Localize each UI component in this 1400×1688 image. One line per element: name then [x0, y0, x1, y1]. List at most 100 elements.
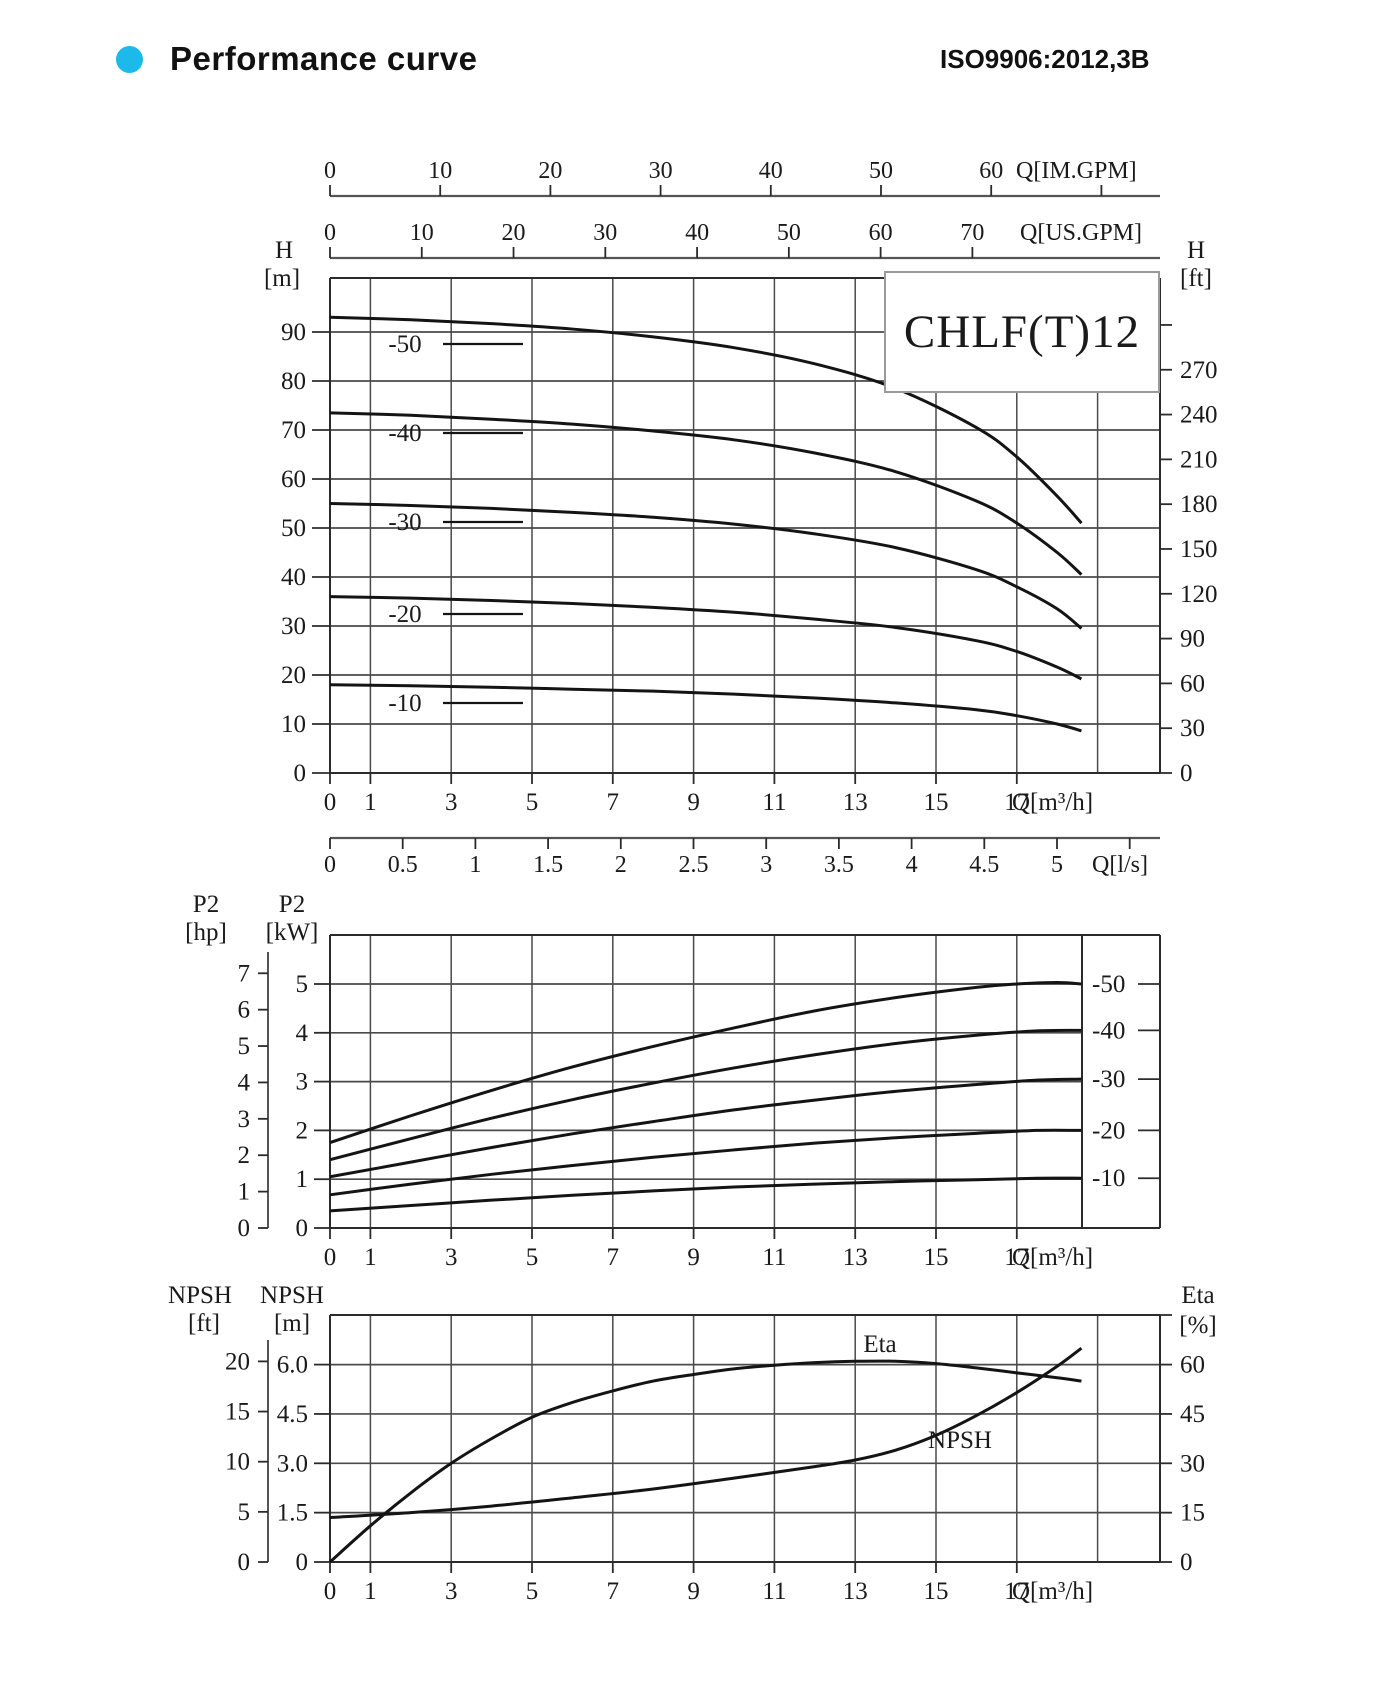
curve--50	[329, 315, 1083, 525]
tick-label: 0	[294, 760, 307, 787]
curve--10	[329, 1176, 1082, 1213]
tick-label: 4.5	[277, 1401, 308, 1428]
tick-label: 9	[687, 789, 700, 816]
tick-label: 0	[238, 1549, 251, 1576]
tick-label: 210	[1180, 446, 1218, 473]
tick-label: 4.5	[969, 852, 999, 878]
tick-label: 4	[906, 852, 918, 878]
curve--30	[329, 502, 1083, 630]
tick-label: 150	[1180, 536, 1218, 563]
tick-label: 0	[324, 158, 336, 184]
tick-label: 5	[238, 1499, 251, 1526]
y-axis-label: P2	[193, 891, 219, 918]
y-axis-unit: [m]	[264, 265, 300, 292]
curve-label-npsh: NPSH	[928, 1427, 992, 1454]
tick-label: 60	[1180, 1352, 1205, 1379]
curve--10	[329, 683, 1082, 733]
tick-label: 6	[238, 997, 251, 1024]
y-axis-unit: [%]	[1179, 1312, 1216, 1339]
tick-label: 30	[593, 220, 617, 246]
tick-label: 5	[238, 1033, 251, 1060]
tick-label: 9	[687, 1578, 700, 1605]
tick-label: 180	[1180, 491, 1218, 518]
tick-label: 3	[445, 789, 458, 816]
curve--40	[329, 1028, 1082, 1162]
tick-label: 3	[445, 1578, 458, 1605]
tick-label: 90	[281, 319, 306, 346]
curve--30	[329, 1077, 1082, 1179]
tick-label: 1.5	[533, 852, 563, 878]
curve-label: -30	[388, 509, 421, 536]
tick-label: 240	[1180, 402, 1218, 429]
tick-label: 5	[1051, 852, 1063, 878]
tick-label: 7	[607, 1578, 620, 1605]
curve-eta	[328, 1359, 1082, 1564]
tick-label: 60	[979, 158, 1003, 184]
axis-title: Q[IM.GPM]	[1016, 158, 1137, 184]
curve-right-label: -40	[1092, 1017, 1125, 1044]
tick-label: 4	[238, 1069, 251, 1096]
curve-label: -40	[388, 420, 421, 447]
tick-label: 90	[1180, 626, 1205, 653]
tick-label: 3.5	[824, 852, 854, 878]
y-axis-unit: [ft]	[1180, 265, 1212, 292]
tick-label: 0	[1180, 760, 1193, 787]
curve-right-label: -50	[1092, 971, 1125, 998]
tick-label: 10	[225, 1449, 250, 1476]
tick-label: 10	[281, 711, 306, 738]
y-axis-label: P2	[279, 891, 305, 918]
tick-label: 0	[324, 220, 336, 246]
bullet-icon	[116, 46, 143, 73]
tick-label: 30	[1180, 715, 1205, 742]
tick-label: 80	[281, 368, 306, 395]
tick-label: 9	[687, 1244, 700, 1271]
tick-label: 270	[1180, 357, 1218, 384]
tick-label: 20	[225, 1348, 250, 1375]
tick-label: 2	[296, 1117, 309, 1144]
tick-label: 15	[924, 1578, 949, 1605]
x-axis-title: Q[m³/h]	[1012, 1578, 1093, 1605]
tick-label: 17	[1004, 1244, 1029, 1271]
tick-label: 60	[1180, 670, 1205, 697]
curve--20	[329, 595, 1083, 681]
tick-label: 50	[281, 515, 306, 542]
tick-label: 0	[324, 1244, 337, 1271]
tick-label: 70	[281, 417, 306, 444]
curve-right-label: -20	[1092, 1117, 1125, 1144]
tick-label: 5	[296, 971, 309, 998]
pump-model-badge: CHLF(T)12	[884, 271, 1160, 393]
tick-label: 2.5	[679, 852, 709, 878]
tick-label: 60	[281, 466, 306, 493]
tick-label: 7	[238, 960, 251, 987]
tick-label: 1.5	[277, 1500, 308, 1527]
tick-label: 11	[762, 789, 786, 816]
tick-label: 45	[1180, 1401, 1205, 1428]
tick-label: 40	[281, 564, 306, 591]
tick-label: 4	[296, 1020, 309, 1047]
tick-label: 17	[1004, 789, 1029, 816]
tick-label: 5	[526, 789, 539, 816]
tick-label: 60	[869, 220, 893, 246]
tick-label: 3	[760, 852, 772, 878]
tick-label: 10	[428, 158, 452, 184]
tick-label: 20	[502, 220, 526, 246]
y-axis-label: NPSH	[260, 1282, 324, 1309]
tick-label: 2	[615, 852, 627, 878]
tick-label: 20	[538, 158, 562, 184]
curve--40	[329, 411, 1083, 576]
tick-label: 1	[238, 1179, 251, 1206]
tick-label: 11	[762, 1244, 786, 1271]
tick-label: 6.0	[277, 1352, 308, 1379]
curve-label: -20	[388, 601, 421, 628]
curve-right-label: -10	[1092, 1165, 1125, 1192]
tick-label: 17	[1004, 1578, 1029, 1605]
tick-label: 5	[526, 1244, 539, 1271]
tick-label: 3	[445, 1244, 458, 1271]
tick-label: 15	[924, 789, 949, 816]
tick-label: 15	[924, 1244, 949, 1271]
tick-label: 120	[1180, 581, 1218, 608]
tick-label: 40	[685, 220, 709, 246]
axis-title: Q[US.GPM]	[1020, 220, 1142, 246]
curve--20	[329, 1128, 1082, 1197]
tick-label: 0	[296, 1549, 309, 1576]
